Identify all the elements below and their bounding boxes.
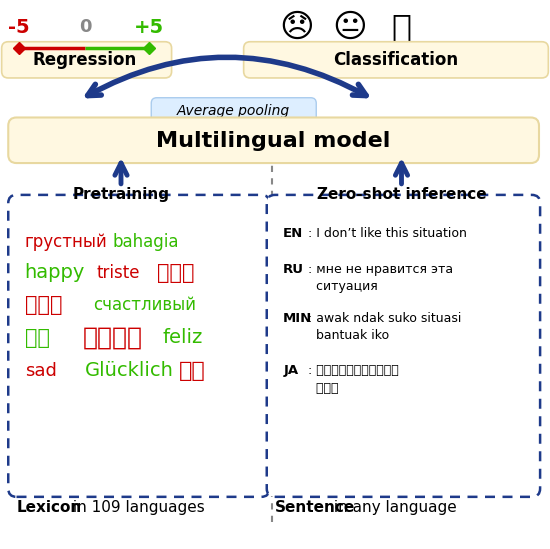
- Text: Pretraining: Pretraining: [73, 187, 169, 203]
- Text: in 109 languages: in 109 languages: [68, 500, 205, 516]
- Text: 😞: 😞: [279, 11, 315, 44]
- Text: 😐: 😐: [332, 11, 367, 44]
- Text: 悲しい: 悲しい: [25, 295, 62, 315]
- Text: Classification: Classification: [333, 51, 459, 69]
- Text: Lexicon: Lexicon: [16, 500, 82, 516]
- FancyBboxPatch shape: [2, 42, 172, 78]
- Text: Multilingual model: Multilingual model: [156, 131, 390, 150]
- Text: 🙂: 🙂: [392, 11, 411, 44]
- Text: JA: JA: [283, 364, 298, 377]
- Text: RU: RU: [283, 262, 304, 276]
- Text: : awak ndak suko situasi: : awak ndak suko situasi: [308, 312, 461, 325]
- Text: triste: triste: [96, 264, 140, 282]
- Text: 0: 0: [79, 19, 91, 36]
- Text: Average pooling: Average pooling: [177, 104, 290, 119]
- Text: उदास: उदास: [82, 326, 142, 350]
- FancyBboxPatch shape: [244, 42, 548, 78]
- Text: : I don’t like this situation: : I don’t like this situation: [308, 227, 467, 240]
- Text: грустный: грустный: [25, 233, 107, 250]
- FancyBboxPatch shape: [151, 98, 316, 125]
- Text: happy: happy: [25, 264, 85, 282]
- Text: feliz: feliz: [162, 328, 202, 347]
- Text: ситуация: ситуация: [308, 280, 378, 293]
- Text: Glücklich: Glücklich: [85, 361, 174, 380]
- FancyBboxPatch shape: [267, 195, 540, 497]
- Text: Zero-shot inference: Zero-shot inference: [317, 187, 486, 203]
- Text: Regression: Regression: [32, 51, 136, 69]
- Text: 伤心: 伤心: [179, 361, 206, 380]
- Text: 嫁しい: 嫁しい: [157, 263, 194, 283]
- Text: bahagia: bahagia: [113, 233, 179, 250]
- FancyBboxPatch shape: [8, 195, 270, 497]
- Text: bantuak iko: bantuak iko: [308, 329, 389, 343]
- Text: sad: sad: [25, 362, 57, 379]
- Text: Sentence: Sentence: [275, 500, 355, 516]
- Text: +5: +5: [134, 18, 163, 37]
- FancyBboxPatch shape: [8, 117, 539, 163]
- Text: MIN: MIN: [283, 312, 312, 325]
- Text: in any language: in any language: [329, 500, 456, 516]
- Text: 高兴: 高兴: [25, 328, 50, 348]
- Text: -5: -5: [8, 18, 30, 37]
- Text: : мне не нравится эта: : мне не нравится эта: [308, 262, 453, 276]
- Text: ません: ません: [308, 382, 338, 395]
- Text: EN: EN: [283, 227, 304, 240]
- Text: : この状況は好きではあり: : この状況は好きではあり: [308, 364, 399, 377]
- Text: счастливый: счастливый: [94, 296, 196, 314]
